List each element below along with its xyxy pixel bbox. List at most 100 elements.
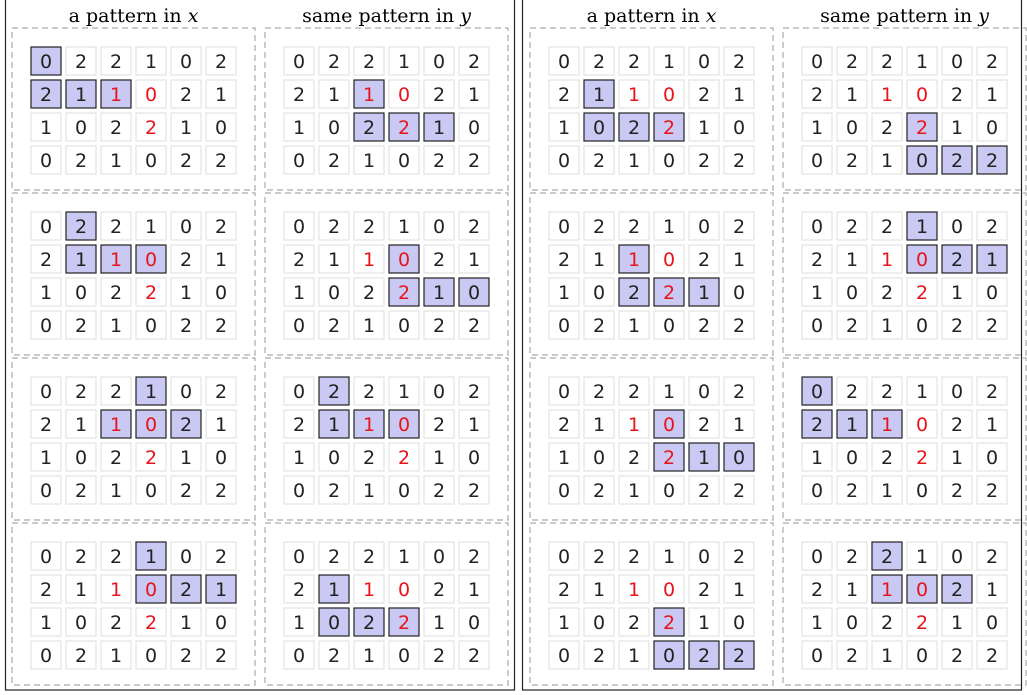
cell — [458, 541, 490, 571]
cell-value: 1 — [75, 249, 87, 271]
highlight-cell — [688, 277, 720, 307]
highlight-cell — [906, 574, 938, 604]
cell-value: 0 — [663, 480, 675, 502]
cell-value: 1 — [628, 645, 640, 667]
cell — [688, 112, 720, 142]
cell — [688, 409, 720, 439]
cell — [688, 475, 720, 505]
cell-value: 0 — [663, 315, 675, 337]
highlight-cell — [135, 409, 167, 439]
cell — [30, 112, 62, 142]
cell-value: 1 — [398, 381, 410, 403]
cell — [65, 574, 97, 604]
cell — [458, 46, 490, 76]
cell-value: 0 — [558, 51, 570, 73]
cell — [100, 574, 132, 604]
highlight-cell — [65, 244, 97, 274]
cell-value: 0 — [145, 414, 157, 436]
cell — [458, 145, 490, 175]
cell — [583, 541, 615, 571]
cell-value: 2 — [881, 447, 893, 469]
cell — [583, 46, 615, 76]
cell-value: 1 — [328, 84, 340, 106]
cell-value: 1 — [986, 84, 998, 106]
cell-value: 1 — [293, 282, 305, 304]
cell — [205, 376, 237, 406]
cell — [548, 79, 580, 109]
highlight-cell — [423, 112, 455, 142]
cell — [100, 607, 132, 637]
cell-value: 1 — [881, 414, 893, 436]
cell-value: 0 — [75, 117, 87, 139]
cell-value: 1 — [593, 414, 605, 436]
cell — [976, 112, 1008, 142]
cell — [688, 46, 720, 76]
cell-value: 1 — [733, 414, 745, 436]
instance-box — [11, 27, 256, 191]
cell-value: 2 — [468, 546, 480, 568]
cell-value: 0 — [468, 282, 480, 304]
cell-value: 0 — [215, 282, 227, 304]
cell — [618, 541, 650, 571]
instance-box — [782, 357, 1027, 521]
cell-value: 0 — [468, 117, 480, 139]
cell — [423, 640, 455, 670]
cell — [283, 376, 315, 406]
highlight-cell — [318, 409, 350, 439]
cell-value: 1 — [180, 282, 192, 304]
cell-value: 2 — [881, 117, 893, 139]
cell-value: 0 — [698, 546, 710, 568]
cell — [318, 79, 350, 109]
cell-value: 2 — [215, 480, 227, 502]
header-text: same pattern in — [820, 5, 972, 27]
cell-value: 2 — [811, 84, 823, 106]
cell — [836, 145, 868, 175]
cell — [723, 112, 755, 142]
cell-value: 1 — [110, 579, 122, 601]
cell — [836, 607, 868, 637]
cell — [871, 607, 903, 637]
cell — [423, 310, 455, 340]
cell — [283, 607, 315, 637]
cell — [65, 607, 97, 637]
cell-value: 0 — [293, 150, 305, 172]
cell-value: 2 — [180, 84, 192, 106]
cell-value: 2 — [951, 315, 963, 337]
cell — [941, 442, 973, 472]
cell — [30, 376, 62, 406]
cell-value: 0 — [40, 480, 52, 502]
cell-value: 1 — [558, 282, 570, 304]
instance-box — [782, 27, 1027, 191]
cell-value: 2 — [846, 315, 858, 337]
cell — [100, 442, 132, 472]
cell-value: 0 — [145, 315, 157, 337]
cell — [30, 640, 62, 670]
highlight-cell — [100, 79, 132, 109]
cell — [653, 79, 685, 109]
cell-value: 0 — [733, 447, 745, 469]
cell-value: 2 — [698, 480, 710, 502]
cell-value: 0 — [558, 546, 570, 568]
cell — [283, 46, 315, 76]
cell-value: 1 — [40, 612, 52, 634]
cell-value: 2 — [145, 117, 157, 139]
cell-value: 1 — [40, 447, 52, 469]
cell-value: 0 — [558, 480, 570, 502]
cell-value: 2 — [986, 381, 998, 403]
cell — [723, 145, 755, 175]
highlight-cell — [653, 640, 685, 670]
cell-value: 1 — [846, 414, 858, 436]
cell — [836, 277, 868, 307]
cell-value: 1 — [698, 117, 710, 139]
highlight-cell — [135, 376, 167, 406]
cell — [388, 310, 420, 340]
header-variable: y — [459, 5, 471, 27]
cell-value: 2 — [593, 645, 605, 667]
cell — [65, 409, 97, 439]
cell-value: 0 — [40, 381, 52, 403]
cell-value: 2 — [363, 51, 375, 73]
cell-value: 2 — [986, 546, 998, 568]
cell-value: 0 — [663, 579, 675, 601]
cell-value: 1 — [293, 612, 305, 634]
cell-value: 2 — [663, 612, 675, 634]
